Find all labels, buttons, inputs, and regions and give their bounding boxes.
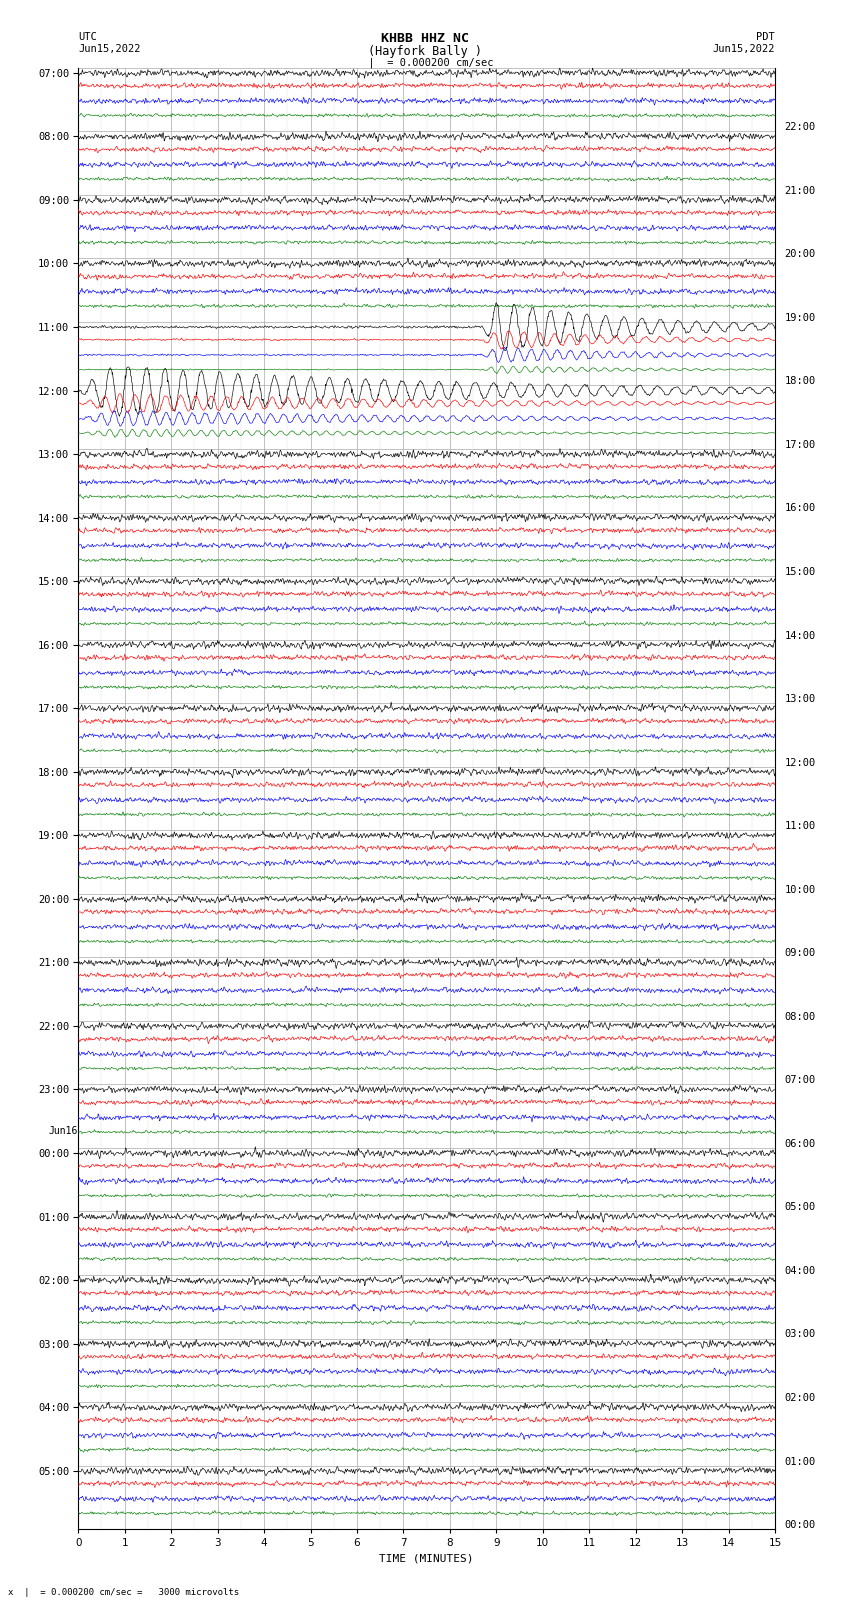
Text: Jun15,2022: Jun15,2022 (712, 44, 775, 55)
Text: Jun15,2022: Jun15,2022 (78, 44, 141, 55)
X-axis label: TIME (MINUTES): TIME (MINUTES) (379, 1553, 474, 1563)
Text: PDT: PDT (756, 32, 775, 42)
Text: Jun16: Jun16 (48, 1126, 77, 1136)
Text: x  |  = 0.000200 cm/sec =   3000 microvolts: x | = 0.000200 cm/sec = 3000 microvolts (8, 1587, 240, 1597)
Text: KHBB HHZ NC: KHBB HHZ NC (381, 32, 469, 45)
Text: (Hayfork Bally ): (Hayfork Bally ) (368, 45, 482, 58)
Text: |  = 0.000200 cm/sec: | = 0.000200 cm/sec (356, 58, 494, 68)
Text: UTC: UTC (78, 32, 97, 42)
